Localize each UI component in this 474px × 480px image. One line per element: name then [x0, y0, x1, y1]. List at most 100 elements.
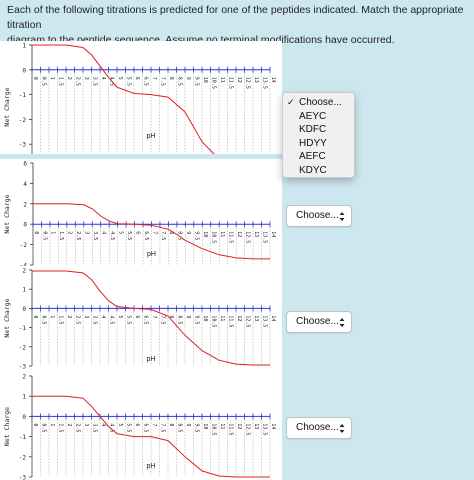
x-axis-label: pH: [147, 251, 156, 258]
titration-panel-4: 2 1 0 -1 -2 -3 Net Charge 0 0.5 1 1.5 2 2.5 3 3.5 4 4.5 5…: [0, 372, 282, 480]
dropdown-option-hdyy[interactable]: HDYY: [299, 137, 327, 149]
peptide-select-3[interactable]: Choose...: [286, 311, 352, 333]
x-tick-label: 12: [236, 77, 242, 83]
x-tick-label: 9.5: [194, 231, 200, 240]
y-tick-label: -1: [19, 434, 27, 441]
x-tick-label: 5.5: [125, 315, 131, 324]
x-tick-label: 11: [219, 77, 225, 83]
x-tick-label: 5: [117, 77, 123, 80]
x-tick-label: 5: [117, 231, 123, 234]
x-tick-label: 5: [117, 315, 123, 318]
x-tick-label: 12: [236, 315, 242, 321]
peptide-select-2[interactable]: Choose...: [286, 205, 352, 227]
y-tick-label: 6: [23, 161, 27, 168]
x-tick-label: 5.5: [125, 77, 131, 86]
dropdown-option-aeyc[interactable]: AEYC: [299, 110, 327, 122]
titration-curve: [32, 44, 215, 154]
y-tick-label: 2: [23, 201, 27, 208]
select-value: Choose...: [296, 316, 339, 327]
x-tick-label: 7.5: [159, 77, 165, 86]
y-tick-label: 4: [23, 181, 27, 188]
x-tick-label: 6: [134, 315, 140, 318]
dropdown-option-aefc[interactable]: AEFC: [299, 151, 326, 162]
x-tick-label: 3: [84, 231, 90, 234]
x-tick-label: 10.5: [211, 231, 217, 243]
x-tick-label: 10: [202, 423, 208, 429]
y-tick-label: -4: [20, 263, 28, 268]
x-tick-label: 10: [202, 315, 208, 321]
y-tick-label: -3: [19, 475, 27, 480]
x-tick-label: 2: [66, 315, 72, 318]
peptide-dropdown-menu-1[interactable]: ✓ Choose... AEYC KDFC HDYY AEFC KDYC: [282, 92, 355, 178]
x-tick-label: 11.5: [227, 231, 233, 243]
x-tick-label: 14: [270, 231, 276, 237]
x-tick-label: 3: [83, 423, 89, 426]
peptide-select-4[interactable]: Choose...: [286, 417, 352, 439]
x-tick-label: 0: [32, 77, 38, 80]
titration-curve: [33, 203, 270, 260]
x-tick-label: 9.5: [193, 315, 199, 324]
x-tick-label: 0.5: [40, 423, 46, 432]
x-tick-label: 3: [83, 77, 89, 80]
chevron-updown-icon: [339, 318, 345, 327]
x-tick-label: 5: [117, 423, 123, 426]
y-tick-label: -3: [19, 142, 27, 149]
x-tick-label: 2.5: [74, 77, 80, 86]
x-tick-label: 9.5: [193, 423, 199, 432]
titration-panel-2: 6 4 2 0 -2 -4 Net Charge 0 0.5 1 1.5 2 2.5 3 3.5 4 4.5 5 5…: [0, 159, 282, 267]
dropdown-option-kdfc[interactable]: KDFC: [299, 124, 327, 135]
x-tick-label: 2: [67, 231, 73, 234]
x-tick-label: 13.5: [261, 231, 267, 243]
x-tick-label: 13.5: [261, 77, 267, 89]
x-tick-label: 8: [168, 315, 174, 318]
y-axis-label: Net Charge: [3, 87, 11, 126]
x-tick-label: 7: [151, 77, 157, 80]
y-tick-label: -2: [19, 117, 27, 124]
x-tick-label: 10.5: [210, 77, 216, 89]
x-tick-label: 3: [83, 315, 89, 318]
x-tick-label: 5.5: [126, 231, 132, 240]
y-tick-label: 0: [22, 67, 26, 74]
x-tick-label: 14: [270, 423, 276, 429]
dropdown-option-kdyc[interactable]: KDYC: [299, 164, 327, 176]
x-tick-label: 6.5: [143, 231, 149, 240]
x-tick-label: 13: [253, 231, 259, 237]
x-tick-label: 8.5: [176, 77, 182, 86]
x-tick-label: 3.5: [92, 231, 98, 240]
x-tick-label: 4.5: [108, 423, 114, 432]
y-tick-label: 0: [22, 306, 26, 313]
x-axis-label: pH: [147, 133, 156, 140]
y-axis-label: Net Charge: [3, 407, 11, 446]
chevron-updown-icon: [339, 424, 345, 433]
x-tick-label: 7: [151, 423, 157, 426]
x-tick-label: 1: [50, 231, 56, 234]
checkmark-icon: ✓: [287, 97, 295, 107]
x-tick-label: 6.5: [142, 77, 148, 86]
x-tick-label: 11: [219, 231, 225, 237]
x-tick-label: 2.5: [74, 423, 80, 432]
x-tick-label: 1: [49, 77, 55, 80]
y-tick-label: -2: [19, 344, 27, 351]
x-tick-label: 13: [253, 423, 259, 429]
x-tick-label: 4: [100, 77, 106, 80]
x-tick-label: 11.5: [227, 423, 233, 435]
x-axis-label: pH: [147, 356, 156, 363]
x-tick-label: 13.5: [261, 315, 267, 327]
dropdown-option-choose[interactable]: ✓ Choose...: [287, 97, 342, 108]
x-tick-label: 0: [33, 231, 39, 234]
select-value: Choose...: [296, 422, 339, 433]
y-tick-label: -1: [19, 92, 27, 99]
x-tick-label: 14: [270, 77, 276, 83]
x-tick-label: 6.5: [142, 315, 148, 324]
x-tick-label: 6: [134, 231, 140, 234]
x-tick-label: 10: [202, 77, 208, 83]
x-tick-label: 4.5: [109, 231, 115, 240]
x-axis-label: pH: [147, 463, 156, 470]
select-value: Choose...: [296, 210, 339, 221]
x-tick-label: 8: [168, 231, 174, 234]
x-tick-label: 1: [49, 315, 55, 318]
y-tick-label: -3: [19, 364, 27, 371]
x-tick-label: 13: [253, 77, 259, 83]
x-tick-label: 2.5: [74, 315, 80, 324]
